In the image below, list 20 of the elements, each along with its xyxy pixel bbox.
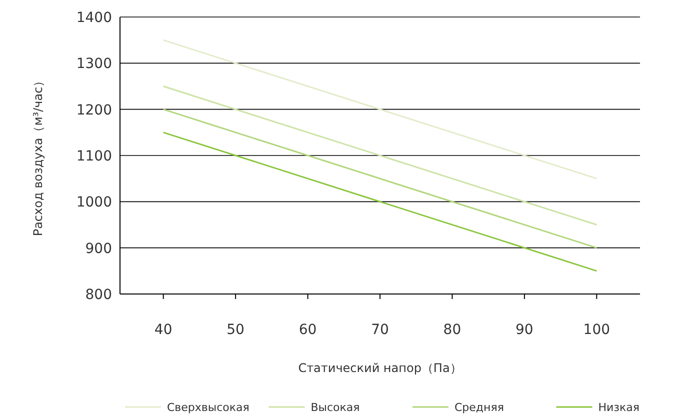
y-tick-label: 1200 — [76, 102, 112, 118]
x-tick-label: 100 — [583, 322, 610, 338]
y-tick-label: 1300 — [76, 56, 112, 72]
legend-label: Сверхвысокая — [167, 401, 250, 414]
legend-label: Высокая — [310, 401, 360, 414]
y-axis-title: Расход воздуха（м³/час） — [31, 74, 45, 236]
y-tick-label: 1000 — [76, 194, 112, 211]
x-tick-label: 50 — [226, 322, 244, 338]
y-tick-label: 1400 — [76, 10, 112, 26]
x-tick-label: 70 — [371, 322, 389, 338]
y-tick-label: 800 — [85, 287, 112, 303]
x-tick-label: 90 — [516, 322, 534, 338]
y-tick-label: 900 — [85, 240, 112, 257]
x-tick-label: 80 — [443, 322, 462, 338]
legend-label: Средняя — [454, 401, 504, 414]
x-tick-label: 40 — [154, 322, 172, 338]
y-tick-label: 1100 — [76, 148, 112, 164]
x-axis-title: Статический напор（Па） — [298, 361, 462, 375]
legend-label: Низкая — [598, 401, 640, 414]
x-tick-label: 60 — [298, 322, 317, 338]
